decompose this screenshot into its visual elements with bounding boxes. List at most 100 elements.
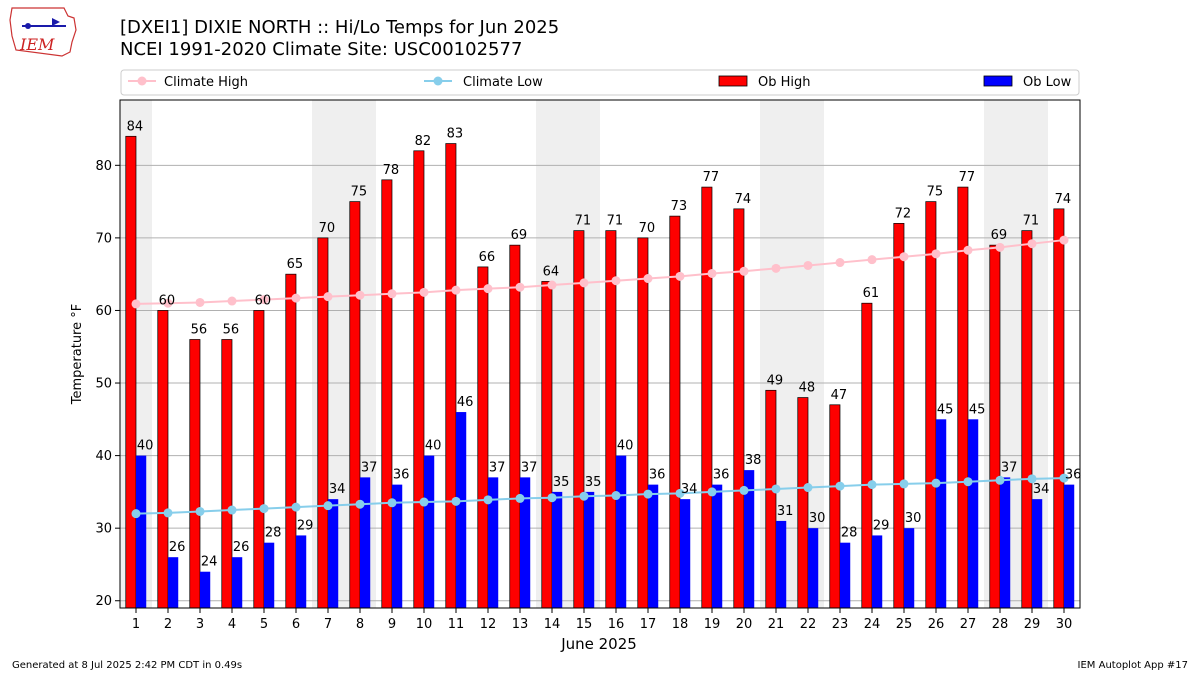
grid-lines <box>120 164 1080 602</box>
point-climate-high <box>803 260 813 270</box>
label-ob-low: 45 <box>969 402 986 417</box>
x-tick-label: 5 <box>260 617 268 632</box>
point-climate-high <box>1027 239 1037 249</box>
bar-ob-high <box>157 310 169 609</box>
point-climate-low <box>451 496 461 506</box>
bar-ob-low <box>616 455 627 608</box>
x-tick-label: 15 <box>576 617 593 632</box>
point-climate-low <box>1059 473 1069 483</box>
label-ob-high: 82 <box>415 134 432 149</box>
label-ob-low: 38 <box>745 453 762 468</box>
label-ob-low: 37 <box>1001 460 1018 475</box>
label-ob-high: 74 <box>1055 192 1072 207</box>
legend: Climate High Climate Low Ob High Ob Low <box>120 69 1080 96</box>
label-ob-high: 73 <box>671 199 688 214</box>
legend-label: Ob High <box>758 75 811 90</box>
bar-ob-high <box>285 273 297 609</box>
bar-ob-low <box>392 484 403 608</box>
y-axis-label: Temperature °F <box>70 304 85 405</box>
label-ob-low: 37 <box>361 460 378 475</box>
point-climate-high <box>291 293 301 303</box>
point-climate-high <box>963 245 973 255</box>
point-climate-low <box>963 477 973 487</box>
label-ob-high: 48 <box>799 381 816 396</box>
x-tick-label: 28 <box>992 617 1009 632</box>
point-climate-high <box>739 266 749 276</box>
x-tick-label: 13 <box>512 617 529 632</box>
label-ob-low: 46 <box>457 395 474 410</box>
x-tick-label: 4 <box>228 617 236 632</box>
bar-ob-low <box>1032 499 1043 608</box>
x-tick-label: 8 <box>356 617 364 632</box>
bar-ob-high <box>253 310 265 609</box>
y-tick-label: 50 <box>95 377 112 392</box>
label-ob-low: 35 <box>553 475 570 490</box>
point-climate-low <box>803 483 813 493</box>
plot-frame <box>119 99 1081 609</box>
bar-ob-low <box>328 499 339 608</box>
label-ob-high: 47 <box>831 388 848 403</box>
label-ob-high: 56 <box>191 322 208 337</box>
label-ob-low: 34 <box>681 482 698 497</box>
point-climate-low <box>867 480 877 490</box>
x-tick-label: 12 <box>480 617 497 632</box>
label-ob-low: 40 <box>425 439 442 454</box>
bar-ob-low <box>584 491 595 608</box>
label-ob-low: 26 <box>233 540 250 555</box>
legend-item-ob-low: Ob Low <box>983 75 1072 90</box>
point-climate-high <box>707 268 717 278</box>
x-tick-label: 2 <box>164 617 172 632</box>
bar-ob-high <box>861 302 873 609</box>
bar-ob-high <box>893 223 905 609</box>
bar-ob-low <box>968 419 979 608</box>
bar-ob-low <box>648 484 659 608</box>
point-climate-high <box>259 295 269 305</box>
label-ob-high: 70 <box>319 221 336 236</box>
x-tick-label: 21 <box>768 617 785 632</box>
point-climate-low <box>387 498 397 508</box>
label-ob-high: 49 <box>767 373 784 388</box>
bar-ob-high <box>413 150 425 609</box>
bar-ob-high <box>829 404 841 609</box>
bar-ob-low <box>776 520 787 608</box>
point-climate-high <box>867 255 877 265</box>
point-climate-low <box>291 502 301 512</box>
legend-box <box>120 69 1080 96</box>
bar-ob-high <box>925 201 937 609</box>
point-climate-high <box>771 263 781 273</box>
point-climate-high <box>643 274 653 284</box>
point-climate-low <box>131 509 141 519</box>
bar-ob-high <box>541 281 553 609</box>
point-climate-low <box>163 508 173 518</box>
bar-ob-high <box>797 397 809 609</box>
bar-ob-low <box>168 557 179 608</box>
point-climate-high <box>483 284 493 294</box>
bar-ob-low <box>552 491 563 608</box>
point-climate-high <box>835 258 845 268</box>
bar-ob-low <box>200 571 211 608</box>
label-ob-low: 28 <box>841 526 858 541</box>
x-tick-label: 9 <box>388 617 396 632</box>
label-ob-low: 36 <box>1065 468 1082 483</box>
bar-ob-low <box>872 535 883 608</box>
x-tick-label: 25 <box>896 617 913 632</box>
title-line-2: NCEI 1991-2020 Climate Site: USC00102577 <box>120 39 523 60</box>
point-climate-high <box>899 252 909 262</box>
label-ob-high: 60 <box>255 293 272 308</box>
bar-ob-low <box>488 477 499 608</box>
point-climate-high <box>419 287 429 297</box>
label-ob-low: 35 <box>585 475 602 490</box>
label-ob-low: 24 <box>201 555 218 570</box>
point-climate-high <box>355 290 365 300</box>
label-ob-low: 29 <box>873 518 890 533</box>
label-ob-low: 28 <box>265 526 282 541</box>
bars <box>125 135 1075 609</box>
point-climate-low <box>355 499 365 509</box>
bar-ob-high <box>349 201 361 609</box>
point-climate-low <box>835 481 845 491</box>
x-axis: 1 2 3 4 5 6 7 8 9 10 11 12 13 14 15 16 17 18 19 20 21 22 23 24 2… <box>132 608 1072 632</box>
bar-ob-low <box>296 535 307 608</box>
label-ob-low: 30 <box>809 511 826 526</box>
label-ob-low: 34 <box>329 482 346 497</box>
x-tick-label: 23 <box>832 617 849 632</box>
